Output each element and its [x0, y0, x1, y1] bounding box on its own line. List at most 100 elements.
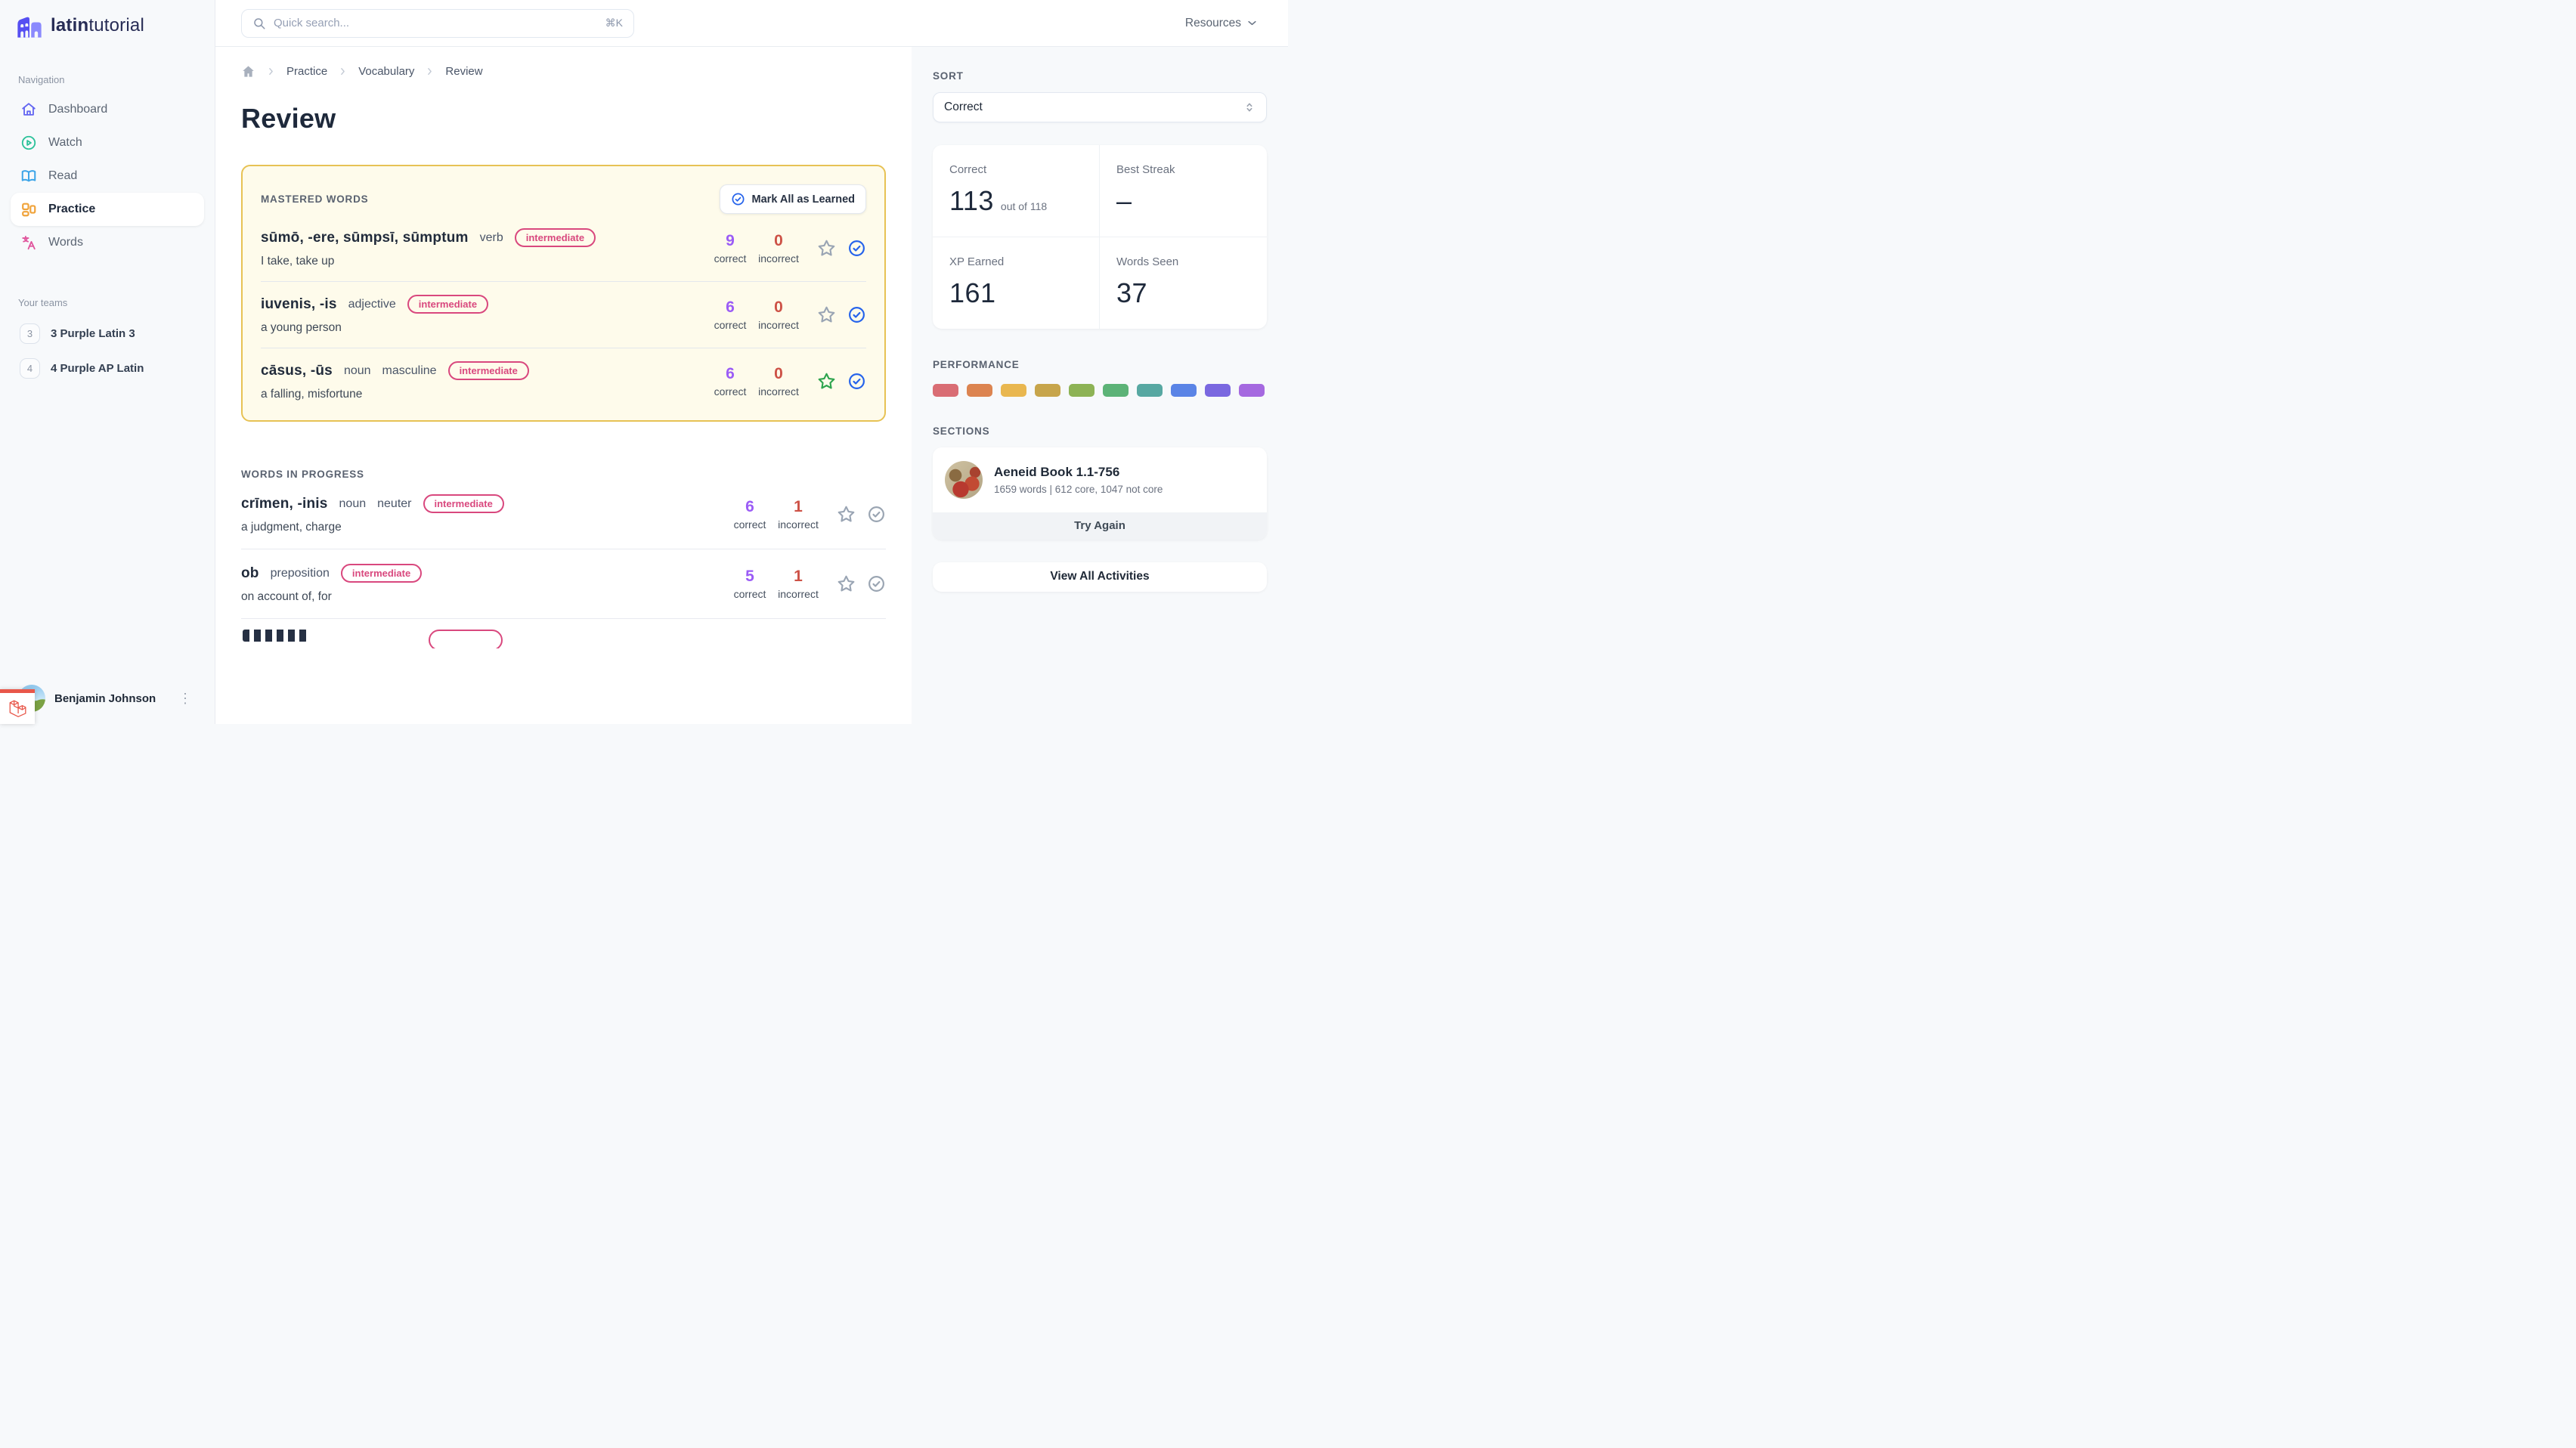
stats-summary-card: Correct 113 out of 118 Best Streak – XP …: [933, 145, 1267, 329]
performance-swatch: [1035, 384, 1060, 397]
activity-title: Aeneid Book 1.1-756: [994, 465, 1120, 479]
quick-search[interactable]: ⌘K: [241, 8, 634, 38]
breadcrumb: Practice Vocabulary Review: [241, 62, 886, 80]
sidebar-item-label: Dashboard: [48, 103, 108, 116]
try-again-button[interactable]: Try Again: [933, 512, 1267, 540]
star-icon[interactable]: [816, 238, 837, 258]
activity-thumbnail: [945, 461, 983, 499]
sidebar-item-practice[interactable]: Practice: [11, 193, 204, 226]
main-area: ⌘K Resources Practice Vocabulary: [215, 0, 1288, 724]
star-icon[interactable]: [816, 371, 837, 391]
laravel-debugbar-toggle[interactable]: [0, 689, 35, 724]
word-level-badge: intermediate: [340, 564, 423, 583]
performance-swatch: [1239, 384, 1265, 397]
word-level-badge: intermediate: [447, 361, 529, 380]
team-item-4-purple-ap-latin[interactable]: 4 4 Purple AP Latin: [11, 351, 204, 385]
page-title: Review: [241, 103, 336, 134]
correct-label: correct: [714, 319, 747, 331]
correct-label: correct: [714, 252, 747, 265]
sidebar-item-watch[interactable]: Watch: [11, 126, 204, 159]
breadcrumb-vocabulary[interactable]: Vocabulary: [358, 64, 415, 78]
laravel-icon: [9, 700, 26, 717]
sidebar-item-label: Read: [48, 169, 78, 182]
performance-swatch: [1205, 384, 1231, 397]
correct-label: correct: [733, 588, 766, 600]
partial-word-row: [241, 618, 886, 648]
open-book-icon: [20, 167, 38, 185]
brand-logo[interactable]: latintutorial: [11, 12, 204, 39]
chevron-right-icon: [338, 67, 348, 76]
sidebar-item-words[interactable]: Words: [11, 226, 204, 259]
view-all-activities-button[interactable]: View All Activities: [933, 562, 1267, 592]
sidebar-item-label: Words: [48, 236, 83, 249]
sidebar: latintutorial Navigation Dashboard Watch: [0, 0, 215, 724]
user-name: Benjamin Johnson: [54, 692, 156, 705]
correct-count: 9: [726, 232, 735, 249]
performance-heading: PERFORMANCE: [933, 359, 1020, 370]
mastered-words-card: MASTERED WORDS Mark All as Learned sūmō,…: [241, 165, 886, 422]
check-circle-icon[interactable]: [847, 239, 866, 258]
stat-suffix: out of 118: [1000, 200, 1048, 212]
sidebar-item-dashboard[interactable]: Dashboard: [11, 93, 204, 126]
performance-swatch-row: [933, 384, 1267, 397]
stat-best-streak: Best Streak –: [1100, 145, 1267, 237]
correct-label: correct: [733, 518, 766, 531]
user-menu[interactable]: Benjamin Johnson ⋮: [11, 676, 204, 724]
kebab-menu-icon[interactable]: ⋮: [178, 690, 192, 706]
check-circle-icon[interactable]: [867, 574, 886, 593]
star-icon[interactable]: [816, 305, 837, 325]
word-headword: crīmen, -inis: [241, 495, 328, 512]
sort-select[interactable]: Correct: [933, 92, 1267, 122]
performance-swatch: [1069, 384, 1094, 397]
check-circle-icon: [732, 193, 745, 206]
performance-swatch: [967, 384, 992, 397]
stat-value: 37: [1116, 277, 1148, 308]
brand-name: latintutorial: [51, 15, 144, 36]
words-in-progress-heading: WORDS IN PROGRESS: [241, 469, 364, 480]
breadcrumb-practice[interactable]: Practice: [286, 64, 328, 78]
chevron-right-icon: [425, 67, 435, 76]
resources-label: Resources: [1184, 16, 1241, 29]
sidebar-item-read[interactable]: Read: [11, 159, 204, 193]
team-label: 3 Purple Latin 3: [51, 326, 135, 340]
main-content: Practice Vocabulary Review Review MASTER…: [215, 47, 912, 724]
stat-label: Words Seen: [1116, 255, 1179, 268]
word-row: iuvenis, -is adjective intermediate a yo…: [261, 281, 866, 348]
colosseum-logo-icon: [17, 17, 42, 38]
performance-swatch: [933, 384, 958, 397]
sidebar-item-label: Practice: [48, 203, 96, 215]
stat-label: Best Streak: [1116, 163, 1175, 176]
word-gender: masculine: [382, 364, 437, 377]
stat-xp-earned: XP Earned 161: [933, 237, 1100, 329]
word-headword: iuvenis, -is: [261, 295, 337, 312]
activity-meta: 1659 words | 612 core, 1047 not core: [994, 484, 1163, 495]
mastered-words-heading: MASTERED WORDS: [261, 193, 369, 205]
incorrect-count: 0: [774, 365, 783, 382]
resources-menu[interactable]: Resources: [1185, 17, 1258, 30]
performance-swatch: [1171, 384, 1197, 397]
check-circle-icon[interactable]: [847, 372, 866, 391]
star-icon[interactable]: [836, 504, 856, 524]
mark-all-as-learned-button[interactable]: Mark All as Learned: [719, 184, 866, 214]
team-item-3-purple-latin-3[interactable]: 3 3 Purple Latin 3: [11, 316, 204, 351]
chevron-down-icon: [1248, 20, 1256, 26]
check-circle-icon[interactable]: [847, 305, 866, 324]
word-pos: verb: [479, 231, 503, 244]
word-headword-clipped: [243, 630, 308, 642]
performance-swatch: [1001, 384, 1026, 397]
breadcrumb-home-icon[interactable]: [241, 64, 255, 79]
incorrect-label: incorrect: [778, 588, 819, 600]
team-label: 4 Purple AP Latin: [51, 361, 144, 375]
star-icon[interactable]: [836, 574, 856, 594]
word-headword: cāsus, -ūs: [261, 362, 333, 379]
teams-section-heading: Your teams: [18, 297, 68, 308]
words-in-progress-list: crīmen, -inis noun neuter intermediate a…: [241, 480, 886, 648]
word-pos: noun: [343, 364, 371, 377]
word-pos: preposition: [270, 566, 330, 580]
word-definition: a falling, misfortune: [261, 388, 363, 401]
check-circle-icon[interactable]: [867, 505, 886, 524]
search-input[interactable]: [274, 17, 598, 29]
incorrect-label: incorrect: [758, 252, 799, 265]
app-window: latintutorial Navigation Dashboard Watch: [0, 0, 1288, 724]
activity-body[interactable]: Aeneid Book 1.1-756 1659 words | 612 cor…: [933, 447, 1267, 512]
